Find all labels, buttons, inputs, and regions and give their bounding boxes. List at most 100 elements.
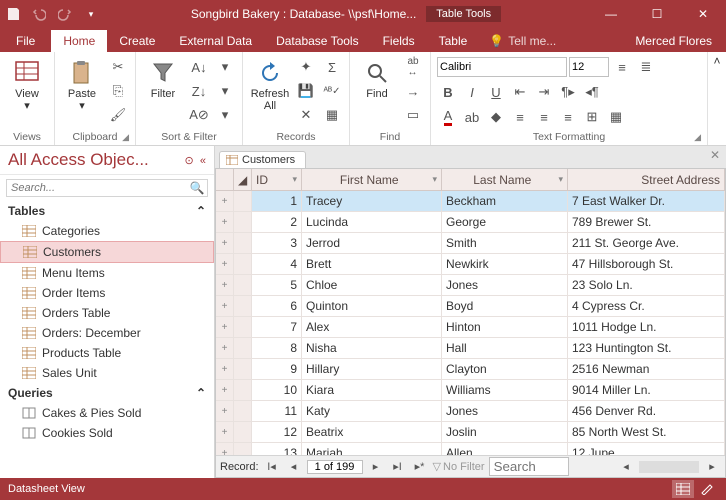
cell-last-name[interactable]: Williams xyxy=(442,380,568,400)
cut-button[interactable]: ✂ xyxy=(107,56,129,78)
cell-id[interactable]: 4 xyxy=(252,254,302,274)
table-row[interactable]: +13MariahAllen12 Jupe xyxy=(216,443,725,455)
cell-last-name[interactable]: Boyd xyxy=(442,296,568,316)
tab-table[interactable]: Table xyxy=(427,30,480,52)
tab-create[interactable]: Create xyxy=(107,30,167,52)
expand-row-button[interactable]: + xyxy=(216,359,234,379)
cell-id[interactable]: 5 xyxy=(252,275,302,295)
row-selector[interactable] xyxy=(234,233,252,253)
tab-fields[interactable]: Fields xyxy=(371,30,427,52)
cell-last-name[interactable]: Newkirk xyxy=(442,254,568,274)
cell-last-name[interactable]: Hall xyxy=(442,338,568,358)
no-filter-indicator[interactable]: ▽ No Filter xyxy=(433,460,485,473)
datasheet-view-switch[interactable] xyxy=(672,480,694,498)
col-first-name[interactable]: First Name▾ xyxy=(302,169,442,190)
cell-last-name[interactable]: Smith xyxy=(442,233,568,253)
save-record-button[interactable]: 💾 xyxy=(295,80,317,102)
nav-section-queries[interactable]: Queries⌃ xyxy=(0,383,214,403)
first-record-button[interactable]: I◂ xyxy=(263,459,281,475)
tab-home[interactable]: Home xyxy=(51,30,107,52)
nav-item-orders-december[interactable]: Orders: December xyxy=(0,323,214,343)
col-id[interactable]: ID▾ xyxy=(252,169,302,190)
cell-first-name[interactable]: Brett xyxy=(302,254,442,274)
tab-database-tools[interactable]: Database Tools xyxy=(264,30,371,52)
font-color-button[interactable]: A xyxy=(437,106,459,128)
table-row[interactable]: +11KatyJones456 Denver Rd. xyxy=(216,401,725,422)
cell-address[interactable]: 123 Huntington St. xyxy=(568,338,725,358)
expand-row-button[interactable]: + xyxy=(216,191,234,211)
cell-first-name[interactable]: Alex xyxy=(302,317,442,337)
cell-last-name[interactable]: Jones xyxy=(442,401,568,421)
nav-item-categories[interactable]: Categories xyxy=(0,221,214,241)
cell-address[interactable]: 789 Brewer St. xyxy=(568,212,725,232)
expand-all-header[interactable] xyxy=(216,169,234,190)
expand-row-button[interactable]: + xyxy=(216,296,234,316)
align-left-button[interactable]: ≡ xyxy=(509,106,531,128)
highlight-button[interactable]: ab xyxy=(461,106,483,128)
cell-last-name[interactable]: George xyxy=(442,212,568,232)
table-row[interactable]: +10KiaraWilliams9014 Miller Ln. xyxy=(216,380,725,401)
cell-address[interactable]: 85 North West St. xyxy=(568,422,725,442)
font-size-select[interactable] xyxy=(569,57,609,77)
cell-first-name[interactable]: Chloe xyxy=(302,275,442,295)
table-row[interactable]: +1TraceyBeckham7 East Walker Dr. xyxy=(216,191,725,212)
nav-item-menu-items[interactable]: Menu Items xyxy=(0,263,214,283)
col-last-name[interactable]: Last Name▾ xyxy=(442,169,568,190)
row-selector[interactable] xyxy=(234,191,252,211)
cell-last-name[interactable]: Clayton xyxy=(442,359,568,379)
minimize-button[interactable]: — xyxy=(588,0,634,28)
row-selector[interactable] xyxy=(234,338,252,358)
cell-address[interactable]: 4 Cypress Cr. xyxy=(568,296,725,316)
underline-button[interactable]: U xyxy=(485,81,507,103)
sort-asc-button[interactable]: A↓ xyxy=(188,56,210,78)
row-selector[interactable] xyxy=(234,296,252,316)
bullets-button[interactable]: ≡ xyxy=(611,56,633,78)
table-row[interactable]: +12BeatrixJoslin85 North West St. xyxy=(216,422,725,443)
expand-row-button[interactable]: + xyxy=(216,275,234,295)
select-all-header[interactable]: ◢ xyxy=(234,169,252,190)
cell-address[interactable]: 23 Solo Ln. xyxy=(568,275,725,295)
nav-item-orders-table[interactable]: Orders Table xyxy=(0,303,214,323)
record-search-input[interactable] xyxy=(489,457,569,476)
row-selector[interactable] xyxy=(234,359,252,379)
expand-row-button[interactable]: + xyxy=(216,233,234,253)
alt-row-color-button[interactable]: ▦ xyxy=(605,106,627,128)
cell-first-name[interactable]: Beatrix xyxy=(302,422,442,442)
table-row[interactable]: +2LucindaGeorge789 Brewer St. xyxy=(216,212,725,233)
cell-id[interactable]: 12 xyxy=(252,422,302,442)
nav-header[interactable]: All Access Objec... ⊙ « xyxy=(0,146,214,175)
expand-row-button[interactable]: + xyxy=(216,212,234,232)
filter-button[interactable]: Filter xyxy=(142,56,184,102)
row-selector[interactable] xyxy=(234,422,252,442)
remove-sort-button[interactable]: A⊘ xyxy=(188,104,210,126)
save-icon[interactable] xyxy=(4,5,22,23)
replace-button[interactable]: ab↔ xyxy=(402,56,424,78)
search-icon[interactable]: 🔍 xyxy=(187,180,207,196)
expand-row-button[interactable]: + xyxy=(216,254,234,274)
refresh-all-button[interactable]: Refresh All xyxy=(249,56,291,114)
copy-button[interactable]: ⎘ xyxy=(107,80,129,102)
scroll-right-button[interactable]: ▸ xyxy=(703,459,721,475)
spelling-button[interactable]: ᴬᴮ✓ xyxy=(321,80,343,102)
cell-last-name[interactable]: Allen xyxy=(442,443,568,455)
expand-row-button[interactable]: + xyxy=(216,401,234,421)
cell-address[interactable]: 2516 Newman xyxy=(568,359,725,379)
col-street-address[interactable]: Street Address xyxy=(568,169,725,190)
row-selector[interactable] xyxy=(234,401,252,421)
italic-button[interactable]: I xyxy=(461,81,483,103)
cell-id[interactable]: 13 xyxy=(252,443,302,455)
font-name-select[interactable] xyxy=(437,57,567,77)
scroll-left-button[interactable]: ◂ xyxy=(617,459,635,475)
toggle-filter-button[interactable]: ▾ xyxy=(214,104,236,126)
nav-item-cakes-pies-sold[interactable]: Cakes & Pies Sold xyxy=(0,403,214,423)
more-records-button[interactable]: ▦ xyxy=(321,104,343,126)
sort-desc-button[interactable]: Z↓ xyxy=(188,80,210,102)
cell-first-name[interactable]: Quinton xyxy=(302,296,442,316)
align-right-button[interactable]: ≡ xyxy=(557,106,579,128)
align-center-button[interactable]: ≡ xyxy=(533,106,555,128)
table-row[interactable]: +5ChloeJones23 Solo Ln. xyxy=(216,275,725,296)
cell-id[interactable]: 2 xyxy=(252,212,302,232)
prev-record-button[interactable]: ◂ xyxy=(285,459,303,475)
find-button[interactable]: Find xyxy=(356,56,398,102)
expand-row-button[interactable]: + xyxy=(216,380,234,400)
